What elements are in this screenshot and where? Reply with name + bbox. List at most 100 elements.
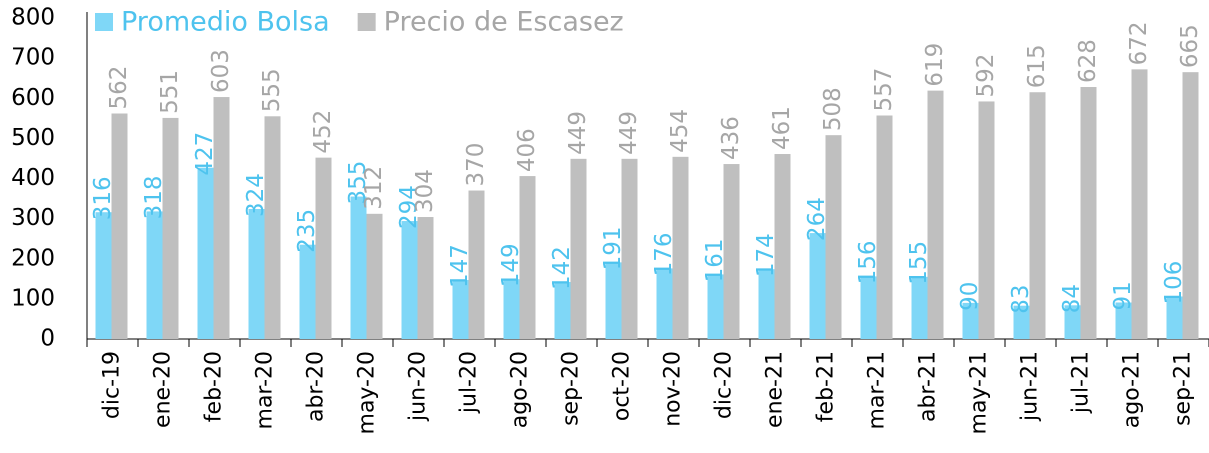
value-label: 312 xyxy=(361,166,387,210)
y-tick-label: 600 xyxy=(11,85,55,111)
y-tick-label: 800 xyxy=(11,5,55,31)
value-label: 461 xyxy=(769,106,795,150)
x-tick-label: may-20 xyxy=(355,351,380,434)
legend-swatch xyxy=(357,13,376,31)
legend-label: Precio de Escasez xyxy=(384,7,624,38)
x-tick-label: dic-19 xyxy=(100,351,125,419)
x-tick-label: jul-20 xyxy=(457,351,482,414)
y-tick-label: 200 xyxy=(11,245,55,271)
value-label: 454 xyxy=(667,109,693,153)
value-label: 619 xyxy=(922,43,948,87)
bar xyxy=(315,157,332,339)
x-tick-label: ene-21 xyxy=(763,351,788,428)
y-tick-label: 500 xyxy=(11,125,55,151)
bar xyxy=(1182,72,1199,339)
bar xyxy=(758,269,775,339)
x-tick-label: oct-20 xyxy=(610,351,635,421)
bar xyxy=(1064,305,1081,339)
x-tick-label: ene-20 xyxy=(151,351,176,428)
x-tick-label: dic-20 xyxy=(712,351,737,419)
x-tick-label: abr-20 xyxy=(304,351,329,422)
value-label: 449 xyxy=(565,111,591,155)
value-label: 436 xyxy=(718,116,744,160)
bar xyxy=(876,115,893,339)
value-label: 370 xyxy=(463,143,489,187)
value-label: 406 xyxy=(514,128,540,172)
legend-swatch xyxy=(95,13,113,31)
bar xyxy=(621,158,638,339)
bar xyxy=(723,164,740,339)
x-tick-label: abr-21 xyxy=(916,351,941,422)
y-tick-label: 300 xyxy=(11,205,55,231)
bar xyxy=(468,190,485,339)
bar xyxy=(962,302,979,339)
bar xyxy=(554,282,571,339)
value-label: 555 xyxy=(259,68,285,112)
bar xyxy=(656,268,673,339)
bar xyxy=(95,212,112,339)
value-label: 672 xyxy=(1126,21,1152,65)
bar xyxy=(264,116,281,340)
x-tick-label: nov-20 xyxy=(661,351,686,427)
value-label: 452 xyxy=(310,110,336,154)
bar xyxy=(1013,305,1030,339)
bar xyxy=(1115,302,1132,339)
x-tick-label: sep-20 xyxy=(559,351,584,426)
y-tick-label: 100 xyxy=(11,285,55,311)
bar xyxy=(825,135,842,339)
bar xyxy=(146,211,163,339)
value-label: 557 xyxy=(871,68,897,112)
bar xyxy=(605,262,622,339)
y-tick-label: 700 xyxy=(11,45,55,71)
bar xyxy=(162,117,179,339)
value-label: 615 xyxy=(1024,44,1050,88)
bar xyxy=(519,176,536,339)
bar xyxy=(417,217,434,339)
bar xyxy=(911,276,928,339)
bar xyxy=(452,280,469,339)
value-label: 603 xyxy=(208,49,234,93)
bar xyxy=(860,276,877,339)
bar xyxy=(1131,69,1148,340)
value-label: 355 xyxy=(345,161,371,205)
x-tick-label: mar-20 xyxy=(253,351,278,429)
x-tick-label: jul-21 xyxy=(1069,351,1094,414)
x-tick-label: jun-20 xyxy=(406,351,431,422)
y-tick-label: 0 xyxy=(40,326,55,352)
value-label: 508 xyxy=(820,87,846,131)
bar xyxy=(570,158,587,339)
bar xyxy=(927,90,944,339)
bar xyxy=(248,208,265,339)
value-label: 551 xyxy=(157,70,183,114)
bar xyxy=(707,274,724,339)
bar xyxy=(672,156,689,339)
bar xyxy=(1166,296,1183,339)
value-label: 304 xyxy=(412,169,438,213)
bar xyxy=(111,113,128,339)
x-tick-label: mar-21 xyxy=(865,351,890,429)
value-label: 628 xyxy=(1075,39,1101,83)
bar xyxy=(350,196,367,339)
bar xyxy=(978,101,995,340)
bar xyxy=(503,279,520,339)
x-tick-label: may-21 xyxy=(967,351,992,434)
bar xyxy=(299,244,316,339)
x-tick-label: ago-21 xyxy=(1120,351,1145,428)
bar xyxy=(1080,87,1097,339)
value-label: 562 xyxy=(106,66,132,110)
bar xyxy=(401,221,418,339)
bar xyxy=(213,97,230,339)
x-tick-label: feb-20 xyxy=(202,351,227,422)
bar xyxy=(197,167,214,339)
bar xyxy=(809,233,826,339)
value-label: 592 xyxy=(973,54,999,98)
legend-label: Promedio Bolsa xyxy=(121,7,330,38)
x-tick-label: feb-21 xyxy=(814,351,839,422)
value-label: 665 xyxy=(1177,24,1203,68)
bar xyxy=(774,154,791,339)
bar xyxy=(366,213,383,339)
x-tick-label: jun-21 xyxy=(1018,351,1043,422)
bar xyxy=(1029,92,1046,339)
